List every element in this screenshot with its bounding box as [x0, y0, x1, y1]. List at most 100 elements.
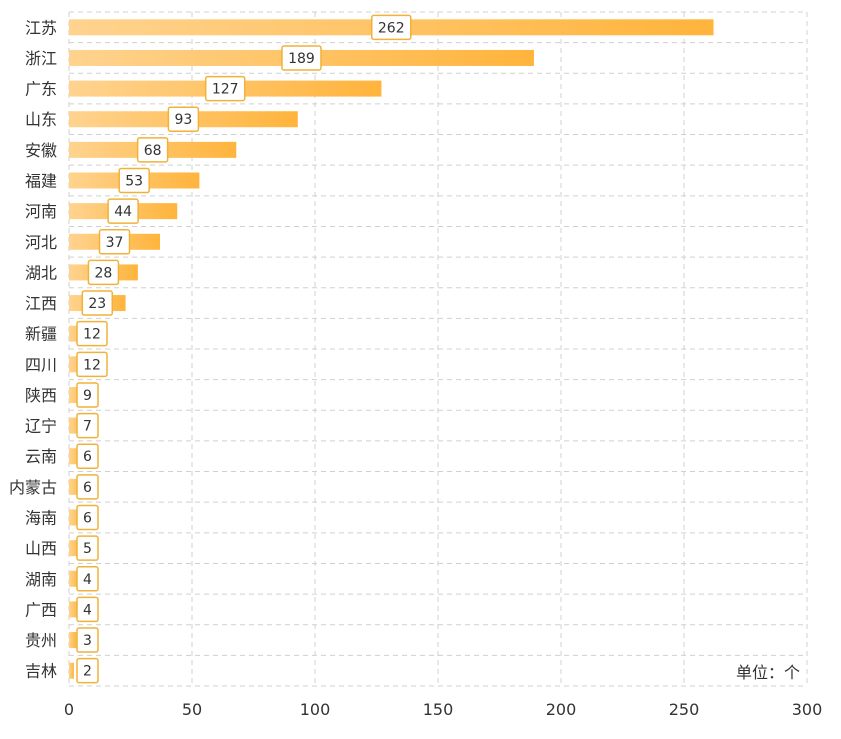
data-label: 6 [76, 504, 99, 531]
data-label-box [76, 596, 99, 623]
data-label-box [76, 535, 99, 561]
data-label: 5 [76, 535, 99, 561]
category-label: 福建 [25, 172, 57, 191]
bar [69, 601, 79, 618]
data-label-text: 127 [212, 82, 239, 98]
data-label-box [76, 351, 108, 378]
category-label: 山西 [25, 539, 57, 558]
x-tick-label: 300 [792, 700, 823, 719]
data-label-box [76, 657, 99, 684]
x-axis-ticks: 0 50 100 150 200 250 300 [64, 700, 822, 719]
data-label: 6 [76, 443, 99, 469]
data-label: 28 [87, 259, 120, 286]
data-label-text: 12 [83, 327, 101, 343]
data-label-text: 68 [144, 143, 162, 159]
data-label: 127 [204, 75, 246, 102]
x-tick-label: 50 [182, 700, 202, 719]
data-label-text: 28 [95, 265, 113, 281]
data-label: 4 [76, 596, 99, 623]
data-label-text: 7 [83, 419, 92, 435]
data-label: 23 [81, 290, 114, 316]
x-tick-label: 100 [300, 700, 331, 719]
data-label-text: 93 [174, 112, 192, 128]
data-label: 93 [167, 106, 200, 132]
data-label-text: 53 [125, 174, 143, 190]
category-label: 浙江 [25, 49, 57, 68]
data-label-text: 44 [114, 204, 132, 220]
data-label: 189 [281, 45, 322, 71]
bars [69, 19, 714, 679]
x-tick-label: 0 [64, 700, 74, 719]
data-label: 7 [76, 412, 99, 439]
category-label: 贵州 [25, 631, 57, 650]
data-label: 37 [98, 229, 131, 255]
data-label: 12 [76, 351, 108, 378]
data-label-text: 6 [83, 511, 92, 527]
x-tick-label: 150 [423, 700, 454, 719]
data-label-text: 189 [288, 51, 315, 67]
data-label-text: 6 [83, 480, 92, 496]
data-label-text: 5 [83, 541, 92, 557]
data-label-text: 4 [83, 572, 92, 588]
data-label: 4 [76, 566, 99, 592]
data-label-box [76, 504, 99, 531]
bar [69, 632, 77, 649]
data-label: 9 [76, 382, 99, 408]
data-label: 44 [107, 198, 139, 224]
data-label-box [281, 45, 322, 71]
category-label: 江西 [25, 294, 57, 313]
data-label-text: 3 [83, 633, 92, 649]
data-label-box [371, 14, 412, 41]
category-label: 海南 [25, 509, 57, 528]
data-label: 2 [76, 657, 99, 684]
category-label: 湖北 [25, 263, 57, 282]
data-label-text: 6 [83, 449, 92, 465]
category-labels: 江苏浙江广东山东安徽福建河南河北湖北江西新疆四川陕西辽宁云南内蒙古海南山西湖南广… [9, 18, 57, 680]
data-label-box [107, 198, 139, 224]
unit-label: 单位：个 [736, 663, 800, 682]
data-label-box [87, 259, 120, 286]
category-label: 云南 [25, 447, 57, 466]
data-label-box [136, 137, 169, 163]
category-label: 山东 [25, 110, 57, 129]
data-label-box [76, 443, 99, 469]
data-label-box [76, 412, 99, 439]
category-label: 辽宁 [25, 417, 57, 436]
data-label: 53 [118, 167, 150, 194]
category-label: 吉林 [25, 662, 57, 681]
data-label-text: 23 [88, 296, 106, 312]
data-label-text: 37 [106, 235, 124, 251]
data-label-text: 4 [83, 602, 92, 618]
grid [68, 11, 808, 687]
bar [69, 570, 79, 587]
data-label-box [167, 106, 200, 132]
category-label: 广东 [25, 80, 57, 99]
x-tick-label: 200 [546, 700, 577, 719]
category-label: 江苏 [25, 18, 57, 37]
data-label: 68 [136, 137, 169, 163]
category-label: 新疆 [25, 325, 57, 344]
category-label: 广西 [25, 600, 57, 619]
data-label-box [204, 75, 246, 102]
data-label-box [76, 627, 99, 653]
category-label: 内蒙古 [9, 478, 57, 497]
data-label: 6 [76, 474, 99, 500]
data-label-text: 12 [83, 357, 101, 373]
category-label: 四川 [25, 355, 57, 374]
category-label: 湖南 [25, 570, 57, 589]
x-tick-label: 250 [669, 700, 700, 719]
category-label: 安徽 [25, 141, 57, 160]
data-label-box [81, 290, 114, 316]
data-label-text: 2 [83, 664, 92, 680]
data-label-box [76, 382, 99, 408]
data-label-box [76, 566, 99, 592]
category-label: 河南 [25, 202, 57, 221]
data-label-text: 9 [83, 388, 92, 404]
bar [69, 662, 74, 679]
data-label-text: 262 [378, 20, 405, 36]
data-label-box [118, 167, 150, 194]
data-label-box [98, 229, 131, 255]
category-label: 河北 [25, 233, 57, 252]
data-label: 3 [76, 627, 99, 653]
